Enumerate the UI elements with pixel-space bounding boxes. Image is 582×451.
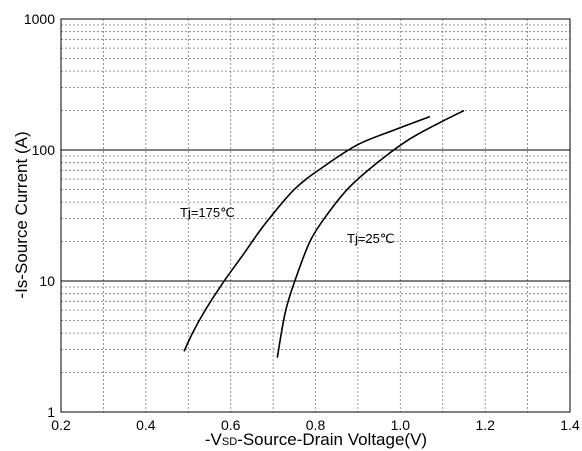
series-label-25: Tj=25℃	[347, 231, 394, 246]
series-line-1	[276, 109, 465, 358]
x-tick-label: 0.4	[136, 417, 156, 433]
tick-labels: 0.2 0.4 0.6 0.8 1.0 1.2 1.4 1 10 100 1000	[24, 11, 580, 433]
x-tick-label: 1.0	[391, 417, 411, 433]
x-tick-label: 1.4	[560, 417, 580, 433]
x-tick-label: 1.2	[475, 417, 495, 433]
y-tick-label: 10	[39, 273, 55, 289]
y-tick-label: 100	[32, 142, 56, 158]
x-tick-label: 0.6	[221, 417, 241, 433]
plot-frame	[60, 18, 571, 413]
series-label-175: Tj=175℃	[180, 205, 235, 220]
series-layer	[183, 109, 465, 358]
y-tick-label: 1	[47, 404, 55, 420]
x-axis-title-suffix: -Source-Drain Voltage(V)	[237, 430, 427, 449]
x-tick-label: 0.8	[306, 417, 326, 433]
x-tick-label: 0.2	[51, 417, 71, 433]
y-axis-title: -Is-Source Current (A)	[12, 131, 31, 298]
y-tick-label: 1000	[24, 11, 55, 27]
x-axis-title-prefix: -V	[205, 430, 223, 449]
x-axis-title-subscript: SD	[222, 436, 237, 448]
x-axis-title: -VSD-Source-Drain Voltage(V)	[205, 430, 427, 449]
grid	[61, 19, 570, 412]
series-line-0	[183, 115, 431, 352]
